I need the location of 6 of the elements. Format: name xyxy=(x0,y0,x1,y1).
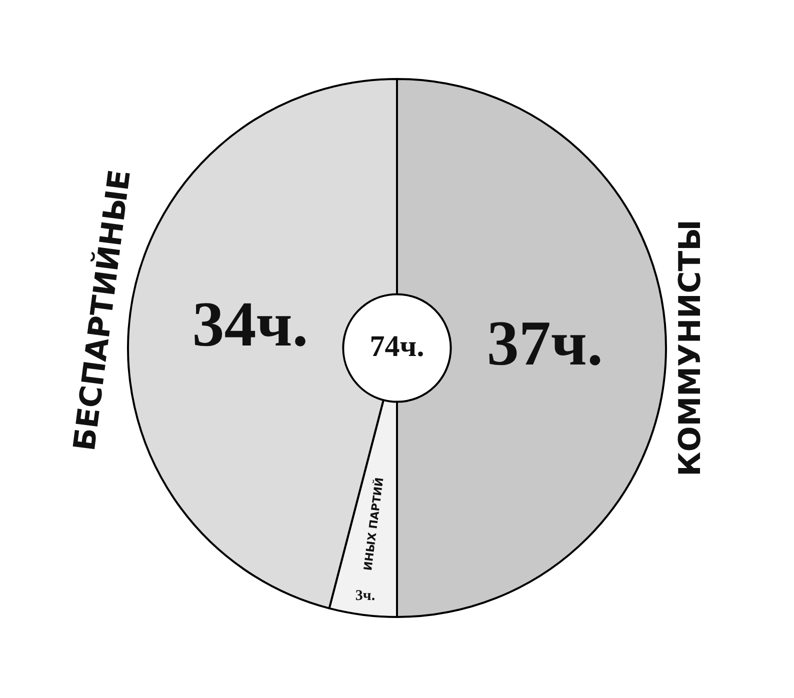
data-label: 37ч. xyxy=(486,308,603,379)
data-label: 3ч. xyxy=(355,588,376,604)
text: 74ч. xyxy=(370,330,424,363)
data-label: 34ч. xyxy=(192,288,308,360)
slice-label: ИНЫХ ПАРТИЙ xyxy=(360,476,386,572)
slice-label: КОММУНИСТЫ xyxy=(672,220,708,476)
